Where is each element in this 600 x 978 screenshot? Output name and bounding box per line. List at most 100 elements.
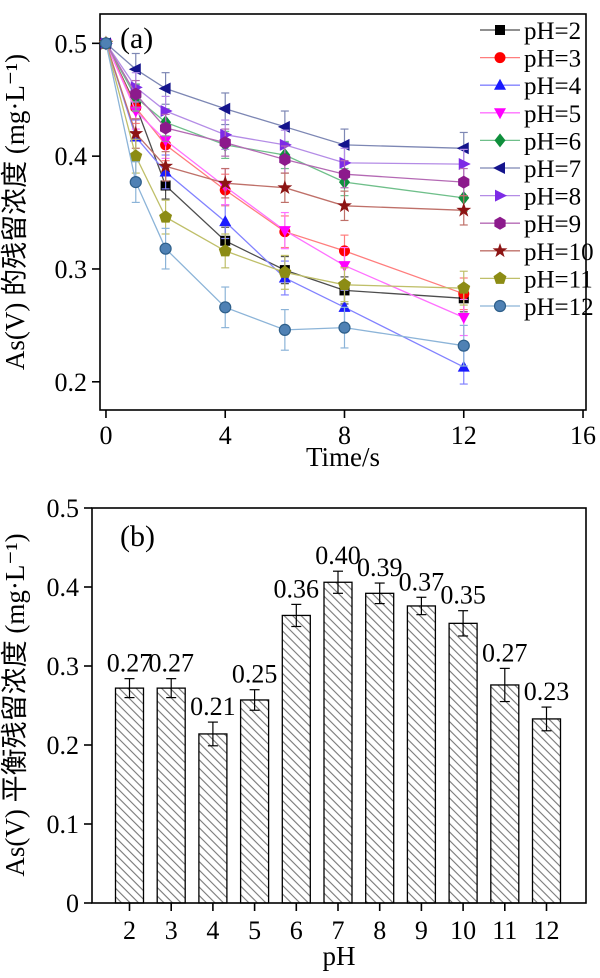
bar-value-label: 0.23	[524, 677, 570, 706]
legend-label: pH=3	[524, 46, 581, 73]
legend-item-ph-8: pH=8	[480, 184, 581, 211]
series-ph-11	[99, 36, 471, 306]
star-marker	[277, 179, 293, 195]
x-tick-label: 12	[534, 916, 560, 945]
bar-ph-4	[198, 733, 228, 904]
panel-a-label: (a)	[120, 22, 153, 55]
error-bar	[124, 678, 135, 699]
error-bar	[333, 570, 343, 594]
bar-value-label: 0.36	[274, 574, 320, 603]
triangle-left-marker	[218, 102, 231, 115]
error-bar	[458, 610, 469, 637]
bar-ph-3	[156, 687, 186, 904]
bar-ph-11	[490, 684, 520, 904]
sphere-marker	[99, 37, 113, 50]
y-axis-title-a: As(V) 的残留浓度 (mg·L⁻¹)	[0, 54, 30, 370]
y-tick-label: 0.5	[47, 494, 80, 523]
triangle-down-marker	[457, 312, 470, 324]
x-tick-label: 9	[415, 916, 428, 945]
triangle-up-marker	[494, 78, 506, 90]
legend-label: pH=7	[524, 156, 581, 183]
pentagon-marker	[218, 244, 232, 257]
error-bar	[416, 596, 427, 616]
diamond-marker	[494, 133, 506, 148]
error-bar	[166, 678, 177, 699]
legend-item-ph-9: pH=9	[480, 211, 581, 238]
y-tick-label: 0.5	[55, 29, 88, 58]
y-tick-label: 0.2	[55, 368, 88, 397]
star-marker	[456, 202, 472, 217]
panel-b-label: (b)	[120, 520, 155, 553]
x-tick-label: 11	[492, 916, 517, 945]
bar-ph-7	[323, 581, 353, 904]
sphere-marker	[159, 242, 172, 255]
plot-frame	[91, 507, 587, 904]
y-tick-label: 0.1	[47, 810, 80, 839]
y-tick-label: 0.3	[47, 652, 80, 681]
bar-value-label: 0.27	[482, 638, 528, 667]
sphere-marker	[457, 339, 470, 352]
x-tick-label: 10	[450, 916, 476, 945]
legend-label: pH=6	[524, 128, 581, 155]
legend-item-ph-4: pH=4	[480, 73, 582, 100]
star-marker	[337, 197, 352, 213]
legend-label: pH=9	[524, 211, 581, 238]
error-bar	[291, 603, 302, 628]
hexagon-marker	[279, 153, 291, 167]
bar-ph-12	[531, 718, 562, 904]
triangle-right-marker	[495, 189, 507, 202]
legend-label: pH=11	[524, 266, 593, 293]
error-bar	[249, 689, 260, 711]
legend-label: pH=2	[524, 18, 581, 45]
triangle-right-marker	[339, 156, 352, 169]
pentagon-marker	[129, 149, 143, 162]
y-tick-label: 0.2	[47, 731, 80, 760]
legend-item-ph-11: pH=11	[480, 266, 593, 293]
sphere-marker	[129, 176, 142, 189]
hexagon-marker	[130, 87, 142, 101]
hexagon-marker	[338, 167, 351, 181]
legend-item-ph-10: pH=10	[480, 239, 594, 266]
x-tick-label: 2	[123, 916, 136, 945]
legend-label: pH=12	[524, 294, 594, 321]
y-tick-label: 0.4	[47, 573, 80, 602]
x-tick-label: 4	[206, 916, 219, 945]
error-bar	[374, 582, 385, 605]
x-tick-label: 8	[338, 421, 351, 450]
square-marker	[495, 25, 505, 35]
error-bar	[207, 721, 218, 747]
triangle-right-marker	[458, 158, 471, 171]
chart-a-line-plot: (a) Time/s As(V) 的残留浓度 (mg·L⁻¹) 0 4 8 12 160…	[0, 13, 596, 472]
error-bar	[541, 706, 552, 732]
bar-value-label: 0.25	[232, 660, 278, 689]
sphere-marker	[219, 301, 232, 314]
legend-label: pH=10	[524, 239, 594, 266]
legend-label: pH=4	[524, 73, 582, 100]
star-marker	[217, 175, 233, 190]
bar-value-label: 0.27	[107, 649, 153, 678]
circle-marker	[494, 52, 506, 64]
bar-ph-5	[239, 699, 270, 904]
x-tick-label: 8	[373, 916, 386, 945]
triangle-right-marker	[279, 138, 292, 151]
x-tick-label: 3	[165, 916, 178, 945]
bar-value-label: 0.21	[190, 692, 236, 721]
legend-item-ph-2: pH=2	[480, 18, 581, 45]
legend-item-ph-3: pH=3	[480, 46, 581, 73]
y-axis-title-b: As(V) 平衡残留浓度 (mg·L⁻¹)	[0, 533, 30, 876]
triangle-left-marker	[493, 162, 505, 174]
axes-a: 0 4 8 12 16 0.2 0.3 0.4 0.5	[55, 13, 596, 450]
bar-value-label: 0.35	[440, 581, 486, 610]
pentagon-marker	[338, 277, 351, 291]
x-tick-label: 4	[219, 421, 232, 450]
error-bar	[499, 667, 510, 703]
x-tick-label: 5	[248, 916, 261, 945]
x-tick-label: 7	[332, 916, 345, 945]
hexagon-marker	[458, 175, 470, 189]
triangle-up-marker	[219, 215, 232, 227]
triangle-up-marker	[338, 300, 351, 312]
bar-ph-9	[406, 605, 437, 904]
triangle-down-marker	[494, 108, 506, 120]
legend: pH=2pH=3pH=4pH=5pH=6pH=7pH=8pH=9pH=10pH=…	[480, 18, 594, 321]
x-tick-label: 16	[570, 421, 596, 450]
